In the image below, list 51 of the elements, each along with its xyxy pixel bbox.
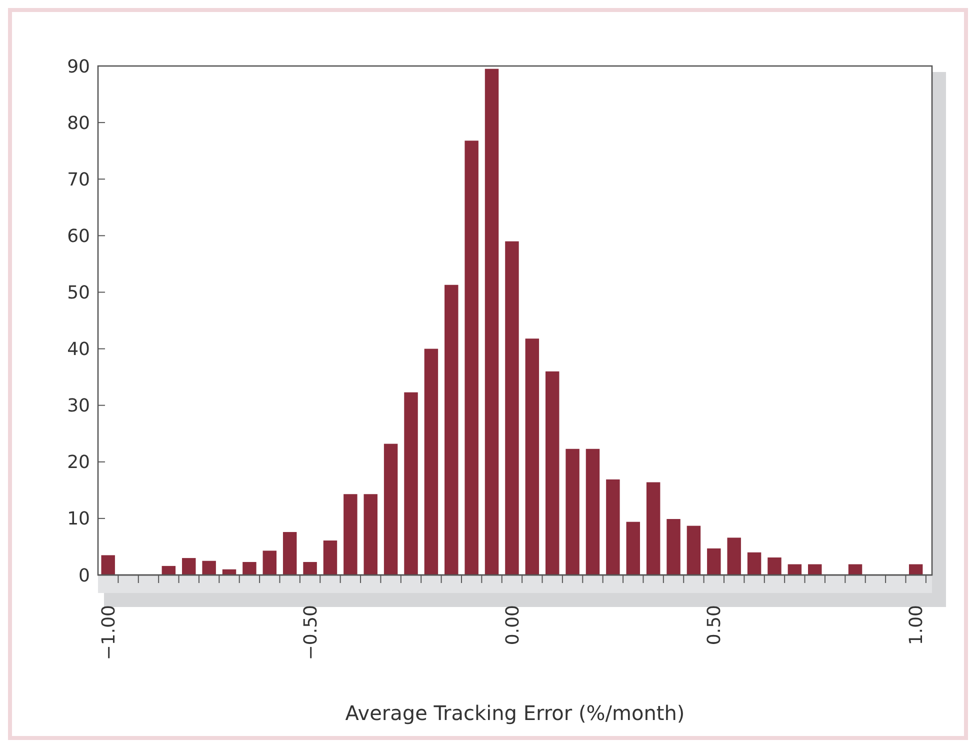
y-tick-label: 20 (67, 452, 90, 474)
bar (505, 241, 519, 575)
bar (666, 519, 680, 575)
bar (545, 371, 560, 575)
bar (364, 494, 378, 575)
y-tick-label: 0 (78, 565, 90, 586)
bar (848, 564, 862, 575)
bar (282, 532, 297, 575)
x-tick-label: 1.00 (906, 605, 928, 646)
bar (424, 348, 438, 575)
y-tick-label: 90 (67, 56, 90, 78)
y-tick-label: 50 (67, 282, 90, 304)
y-tick-label: 70 (67, 169, 90, 190)
bar (707, 548, 721, 575)
x-axis-title: Average Tracking Error (%/month) (345, 701, 685, 725)
bar (101, 555, 115, 575)
bar (242, 562, 256, 575)
x-tick-label: −1.00 (98, 605, 120, 660)
bar (484, 68, 499, 575)
bar (464, 140, 478, 575)
y-tick-label: 30 (67, 396, 90, 417)
bar (323, 540, 338, 575)
bar (344, 494, 358, 575)
bar (162, 566, 176, 575)
bar (606, 479, 620, 575)
bar (262, 550, 277, 575)
bar (727, 538, 741, 575)
bar (586, 448, 600, 575)
bar (384, 444, 398, 575)
bar (686, 526, 701, 575)
x-tick-label: 0.00 (502, 605, 524, 646)
bar (444, 284, 458, 575)
bar (788, 564, 802, 575)
bar (303, 562, 317, 575)
bar (808, 564, 822, 575)
y-tick-label: 40 (67, 339, 90, 360)
bar (202, 560, 216, 575)
bar (908, 564, 923, 575)
bar (566, 448, 580, 575)
bar (626, 522, 640, 575)
x-tick-label: 0.50 (704, 605, 726, 646)
y-tick-label: 10 (67, 508, 90, 530)
bar (182, 558, 196, 575)
bar (646, 482, 660, 575)
y-tick-label: 60 (67, 226, 90, 247)
bar (768, 557, 782, 575)
bar (404, 392, 418, 575)
x-tick-label: −0.50 (300, 605, 322, 660)
y-tick-label: 80 (67, 112, 90, 134)
bar (747, 552, 762, 575)
bar (525, 338, 540, 575)
